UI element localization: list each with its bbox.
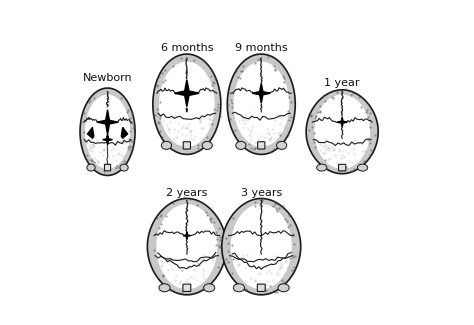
Polygon shape [121, 127, 128, 138]
Ellipse shape [357, 164, 368, 171]
FancyBboxPatch shape [257, 284, 265, 292]
Text: Newborn: Newborn [83, 73, 132, 83]
Text: 6 months: 6 months [161, 43, 213, 53]
Polygon shape [252, 83, 270, 103]
Ellipse shape [236, 141, 246, 150]
FancyBboxPatch shape [258, 142, 265, 149]
Polygon shape [231, 204, 292, 289]
Polygon shape [174, 80, 199, 107]
Ellipse shape [317, 164, 327, 171]
Text: 2 years: 2 years [166, 188, 208, 198]
Polygon shape [97, 110, 118, 135]
Ellipse shape [120, 164, 128, 171]
Ellipse shape [161, 141, 172, 150]
Polygon shape [222, 199, 301, 295]
Polygon shape [233, 62, 289, 147]
FancyBboxPatch shape [338, 164, 346, 171]
Polygon shape [147, 199, 226, 295]
Polygon shape [85, 95, 130, 169]
Polygon shape [228, 54, 295, 154]
Ellipse shape [233, 284, 245, 292]
Ellipse shape [278, 284, 289, 292]
Polygon shape [156, 204, 218, 289]
Ellipse shape [276, 141, 287, 150]
Polygon shape [183, 232, 191, 239]
Polygon shape [153, 54, 221, 154]
Ellipse shape [204, 284, 215, 292]
FancyBboxPatch shape [183, 142, 191, 149]
Polygon shape [88, 127, 94, 138]
FancyBboxPatch shape [104, 164, 110, 171]
Ellipse shape [159, 284, 170, 292]
Polygon shape [337, 117, 347, 127]
Ellipse shape [202, 141, 212, 150]
FancyBboxPatch shape [183, 284, 191, 292]
Polygon shape [102, 134, 112, 145]
Polygon shape [306, 90, 378, 174]
Polygon shape [314, 95, 370, 169]
Polygon shape [159, 62, 215, 147]
Text: 9 months: 9 months [235, 43, 288, 53]
Polygon shape [80, 88, 135, 176]
Text: 1 year: 1 year [324, 78, 360, 88]
Ellipse shape [87, 164, 95, 171]
Text: 3 years: 3 years [241, 188, 282, 198]
